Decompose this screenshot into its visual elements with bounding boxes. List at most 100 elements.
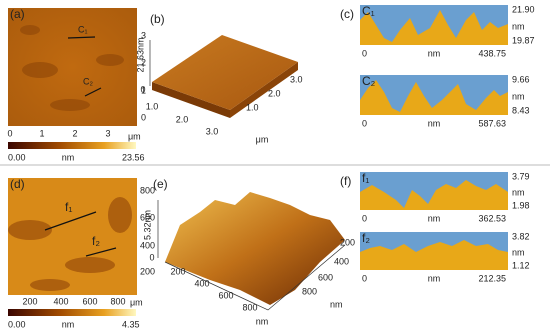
profile-unit: nm bbox=[512, 187, 525, 197]
y-tick-label: 400 bbox=[140, 240, 155, 250]
block-top bbox=[152, 35, 298, 110]
y-tick-label: 600 bbox=[318, 272, 333, 282]
line-label: f₂ bbox=[92, 234, 100, 248]
profile-name: f₂ bbox=[362, 231, 370, 245]
z-origin: 0 bbox=[140, 84, 145, 94]
y-tick-label: 3 bbox=[141, 30, 146, 40]
y-tick-label: 200 bbox=[340, 237, 355, 247]
profile-max: 9.66 bbox=[512, 74, 530, 84]
z-label: 21.63nm bbox=[135, 37, 145, 72]
x-tick-label: 2.0 bbox=[176, 114, 189, 124]
profile-name: C₂ bbox=[362, 74, 376, 88]
panel-label: (f) bbox=[340, 174, 351, 188]
colorbar-unit: nm bbox=[62, 152, 75, 162]
x-end: 362.53 bbox=[478, 213, 506, 223]
profile-name: C₁ bbox=[362, 4, 375, 18]
y-tick-label: 800 bbox=[140, 185, 155, 195]
profile-unit: nm bbox=[512, 21, 525, 31]
axis-unit: μm bbox=[256, 134, 269, 144]
x-tick-label: 1 bbox=[39, 128, 44, 138]
profile-min: 1.98 bbox=[512, 200, 530, 210]
panel-label: (e) bbox=[153, 177, 168, 191]
x-start: 0 bbox=[362, 213, 367, 223]
y-tick-label: 2 bbox=[141, 57, 146, 67]
profile-line bbox=[85, 247, 117, 257]
x-tick-label: 0 bbox=[7, 128, 12, 138]
y-tick-label: 200 bbox=[140, 266, 155, 276]
y-tick-label: 600 bbox=[140, 212, 155, 222]
x-unit: nm bbox=[428, 118, 441, 128]
x-tick-label: 3 bbox=[105, 128, 110, 138]
y-tick-label: 400 bbox=[334, 256, 349, 266]
profile-min: 8.43 bbox=[512, 105, 530, 115]
x-end: 212.35 bbox=[478, 273, 506, 283]
x-tick-label: 800 bbox=[242, 302, 257, 312]
axis-unit: nm bbox=[330, 299, 343, 309]
axis-unit: μm bbox=[130, 297, 143, 307]
x-start: 0 bbox=[362, 273, 367, 283]
colorbar-unit: nm bbox=[62, 319, 75, 329]
panel-label: (c) bbox=[340, 7, 354, 21]
z-origin: 0 bbox=[149, 252, 154, 262]
texture bbox=[20, 25, 124, 111]
axis bbox=[164, 244, 346, 311]
profile-max: 3.82 bbox=[512, 231, 530, 241]
profile-unit: nm bbox=[512, 91, 525, 101]
y-tick-label: 0 bbox=[141, 112, 146, 122]
x-tick-label: 200 bbox=[22, 296, 37, 306]
colorbar-max: 4.35 bbox=[122, 319, 140, 329]
colorbar-max: 23.56 bbox=[122, 152, 145, 162]
x-end: 438.75 bbox=[478, 48, 506, 58]
y-tick-label: 2.0 bbox=[268, 88, 281, 98]
axis-unit: μm bbox=[128, 131, 141, 141]
profile bbox=[360, 180, 508, 210]
profile-max: 3.79 bbox=[512, 171, 530, 181]
z-label: 5.32nm bbox=[142, 210, 152, 240]
x-tick-label: 2 bbox=[72, 128, 77, 138]
colorbar bbox=[8, 142, 136, 149]
panel-label: (a) bbox=[10, 7, 25, 21]
x-tick-label: 3.0 bbox=[206, 126, 219, 136]
profile-line bbox=[67, 36, 96, 39]
line-label: f₁ bbox=[65, 200, 72, 214]
y-tick-label: 3.0 bbox=[290, 74, 303, 84]
panel-label: (b) bbox=[150, 12, 165, 26]
y-tick-label: 800 bbox=[302, 286, 317, 296]
x-tick-label: 600 bbox=[218, 290, 233, 300]
x-tick-label: 200 bbox=[170, 266, 185, 276]
profile-line bbox=[44, 211, 97, 231]
x-tick-label: 600 bbox=[82, 296, 97, 306]
block-side bbox=[152, 82, 230, 118]
profile bbox=[360, 240, 508, 270]
profile-line bbox=[84, 87, 102, 97]
line-label: C₁ bbox=[78, 24, 88, 34]
x-tick-label: 1.0 bbox=[146, 101, 159, 111]
profile-max: 21.90 bbox=[512, 4, 535, 14]
x-tick-label: 800 bbox=[110, 296, 125, 306]
line-label: C₂ bbox=[83, 76, 93, 86]
x-tick-label: 400 bbox=[194, 278, 209, 288]
x-unit: nm bbox=[428, 273, 441, 283]
colorbar bbox=[8, 309, 136, 316]
profile bbox=[360, 80, 508, 115]
x-end: 587.63 bbox=[478, 118, 506, 128]
x-unit: nm bbox=[428, 213, 441, 223]
profile-min: 1.12 bbox=[512, 260, 530, 270]
x-start: 0 bbox=[362, 48, 367, 58]
colorbar-min: 0.00 bbox=[8, 152, 26, 162]
colorbar-min: 0.00 bbox=[8, 319, 26, 329]
y-tick-label: 1 bbox=[141, 85, 146, 95]
profile bbox=[360, 10, 508, 45]
panel-label: (d) bbox=[10, 177, 25, 191]
x-start: 0 bbox=[362, 118, 367, 128]
x-unit: nm bbox=[428, 48, 441, 58]
profile-name: f₁ bbox=[362, 171, 369, 185]
x-tick-label: 400 bbox=[53, 296, 68, 306]
surface bbox=[165, 192, 345, 305]
axis-unit: nm bbox=[256, 316, 269, 326]
texture bbox=[8, 197, 132, 291]
profile-min: 19.87 bbox=[512, 35, 535, 45]
profile-unit: nm bbox=[512, 247, 525, 257]
y-tick-label: 1.0 bbox=[246, 102, 259, 112]
